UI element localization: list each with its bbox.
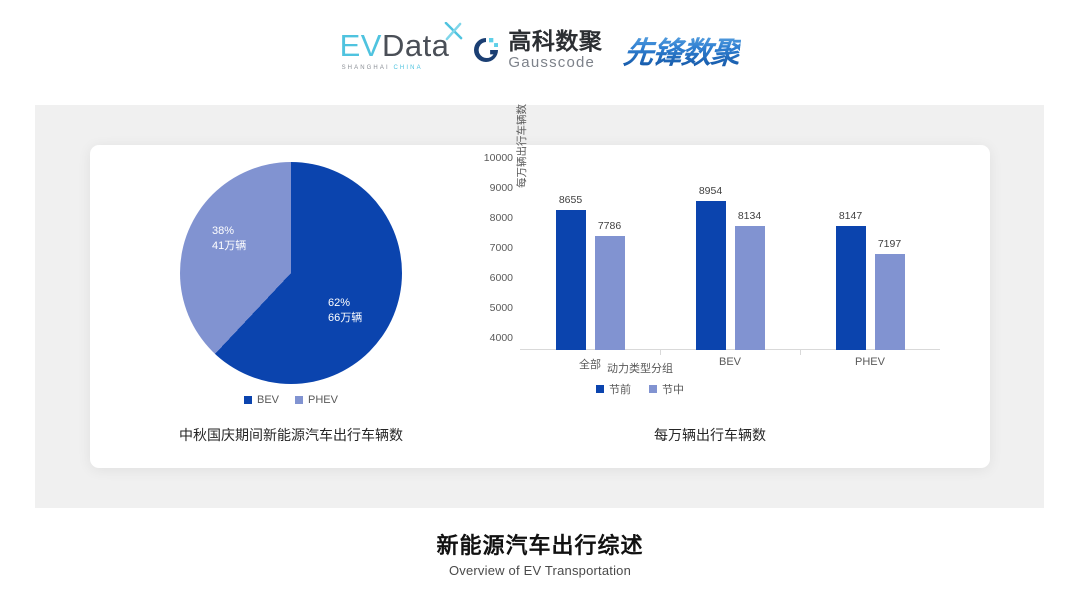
pie-slice-label-phev: 38% 41万辆 xyxy=(212,224,246,254)
bar-value-label: 8147 xyxy=(838,209,863,222)
legend-item-phev[interactable]: PHEV xyxy=(295,394,338,406)
pie-chart[interactable]: 62% 66万辆 38% 41万辆 xyxy=(180,162,402,384)
evdata-sublabel: SHANGHAI CHINA xyxy=(342,65,423,71)
gausscode-en-text: Gausscode xyxy=(508,54,596,71)
x-axis-group-separator xyxy=(800,350,801,355)
x-axis-tick-BEV: BEV xyxy=(718,356,742,368)
evdata-sublabel-shanghai: SHANGHAI xyxy=(341,64,390,71)
charts-card: 62% 66万辆 38% 41万辆 BEV PHEV 中秋国庆期间新能源汽车出行… xyxy=(90,104,990,468)
pie-chart-block: 62% 66万辆 38% 41万辆 BEV PHEV 中秋国庆期间新能源汽车出行… xyxy=(120,150,490,450)
bar-value-label: 8655 xyxy=(558,194,583,207)
pie-chart-legend: BEV PHEV xyxy=(120,394,462,406)
bar-value-label: 7197 xyxy=(877,238,902,251)
page-footer: 新能源汽车出行综述 Overview of EV Transportation xyxy=(0,532,1080,578)
bar-chart-caption: 每万辆出行车辆数 xyxy=(654,427,766,443)
legend-item-before-holiday[interactable]: 节前 xyxy=(596,381,631,397)
pie-slice-phev-percent: 38% xyxy=(212,225,235,237)
gausscode-g-circle-icon xyxy=(474,38,499,62)
bar-chart-plot[interactable]: 每万辆出行车辆数 4000 5000 6000 7000 8000 9000 10000 8… xyxy=(484,104,940,371)
bar-chart-legend: 节前 节中 xyxy=(430,381,850,397)
evdata-logo: EVData SHANGHAI CHINA xyxy=(339,21,463,71)
evdata-data-text: Data xyxy=(381,27,450,63)
legend-swatch-during-holiday xyxy=(649,385,657,393)
legend-label-before-holiday: 节前 xyxy=(609,384,631,396)
y-axis-tick-4000: 4000 xyxy=(489,332,513,344)
bar-value-label: 7786 xyxy=(597,220,622,233)
legend-swatch-bev xyxy=(244,396,252,404)
evdata-wordmark: EVData xyxy=(339,21,463,63)
bar-BEV-节中[interactable]: 8134 xyxy=(734,210,765,350)
logo-bar: EVData SHANGHAI CHINA 高科数聚 Gausscode 先锋数… xyxy=(0,21,1080,78)
bar-chart-x-axis-label: 动力类型分组 xyxy=(607,363,673,375)
y-axis-tick-6000: 6000 xyxy=(489,272,513,284)
evdata-ev-text: EV xyxy=(339,27,382,63)
pie-slice-phev-value: 41万辆 xyxy=(212,239,247,252)
y-axis-tick-8000: 8000 xyxy=(489,212,513,224)
x-axis-group-separator xyxy=(660,350,661,355)
pie-chart-graphic xyxy=(180,162,402,384)
x-mark-icon xyxy=(445,21,463,40)
bar-value-label: 8134 xyxy=(737,209,762,222)
legend-swatch-phev xyxy=(295,396,304,404)
legend-swatch-before-holiday xyxy=(596,385,604,393)
y-axis-tick-5000: 5000 xyxy=(489,302,513,314)
pie-chart-caption: 中秋国庆期间新能源汽车出行车辆数 xyxy=(179,427,403,443)
bar-PHEV-节中[interactable]: 7197 xyxy=(874,238,905,350)
x-axis-tick-PHEV: PHEV xyxy=(855,356,885,368)
legend-label-bev: BEV xyxy=(257,394,280,406)
xianfeng-shuju-logo: 先锋数聚 xyxy=(622,28,743,72)
pie-slice-bev-percent: 62% xyxy=(328,297,351,309)
legend-item-bev[interactable]: BEV xyxy=(244,394,279,406)
gausscode-cn-text: 高科数聚 xyxy=(508,28,603,54)
gausscode-logo: 高科数聚 Gausscode xyxy=(471,30,602,70)
legend-label-phev: PHEV xyxy=(308,394,338,406)
x-axis-tick-全部: 全部 xyxy=(579,359,601,371)
legend-label-during-holiday: 节中 xyxy=(662,384,684,396)
bar-chart-block: 每万辆出行车辆数 4000 5000 6000 7000 8000 9000 10000 8… xyxy=(430,104,975,450)
y-axis-tick-9000: 9000 xyxy=(489,182,513,194)
bar-value-label: 8954 xyxy=(698,185,723,198)
bar-全部-节前[interactable]: 8655 xyxy=(555,194,586,350)
pie-slice-bev-value: 66万辆 xyxy=(328,311,363,324)
y-axis-tick-10000: 10000 xyxy=(483,152,513,164)
bar-BEV-节前[interactable]: 8954 xyxy=(695,185,726,350)
bar-PHEV-节前[interactable]: 8147 xyxy=(835,210,866,350)
gausscode-wordmark: 高科数聚 Gausscode xyxy=(508,28,603,71)
page-title-en: Overview of EV Transportation xyxy=(448,562,632,578)
legend-item-during-holiday[interactable]: 节中 xyxy=(649,381,684,397)
page-title-cn: 新能源汽车出行综述 xyxy=(436,533,644,558)
y-axis-tick-7000: 7000 xyxy=(489,242,513,254)
evdata-sublabel-china: CHINA xyxy=(393,64,423,71)
bar-chart-y-axis-label: 每万辆出行车辆数 xyxy=(516,104,528,188)
bar-全部-节中[interactable]: 7786 xyxy=(594,220,625,350)
pie-slice-label-bev: 62% 66万辆 xyxy=(328,296,362,326)
bar-chart-x-axis-line xyxy=(520,349,940,350)
